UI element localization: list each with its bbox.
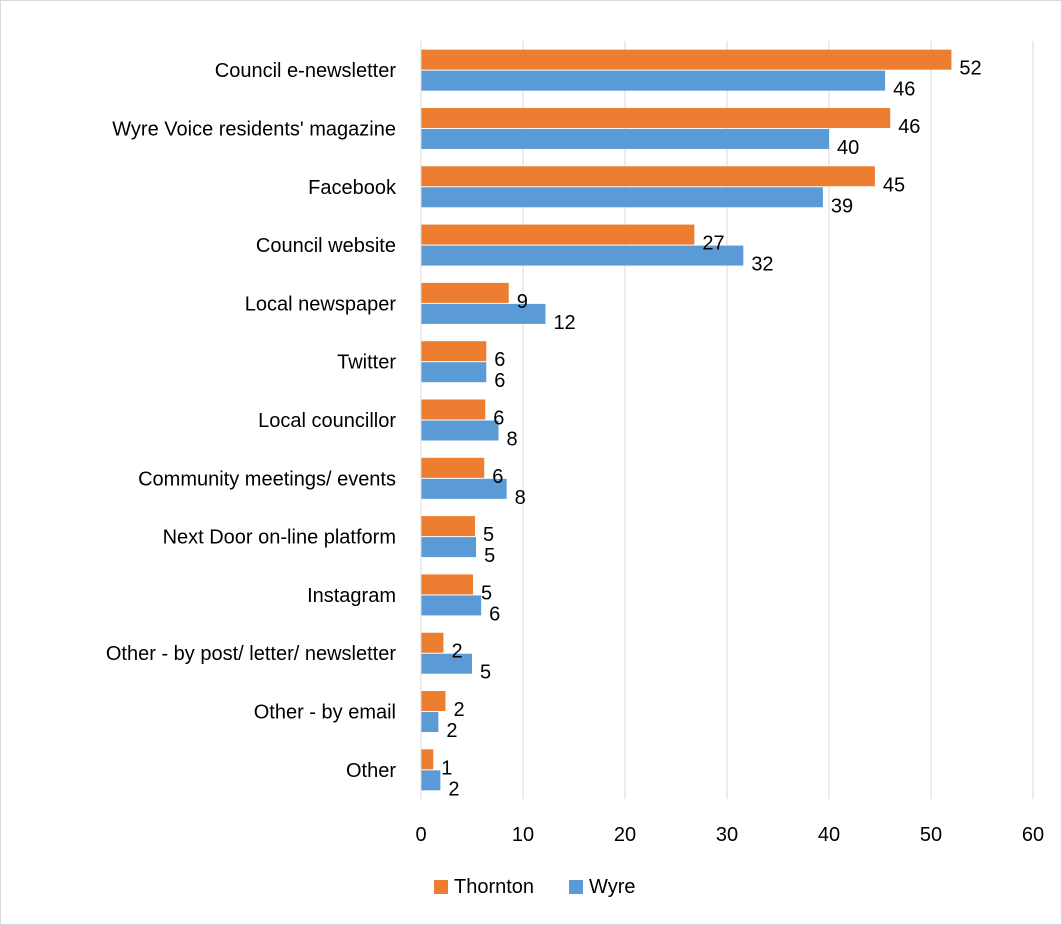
- data-label: 2: [453, 699, 464, 721]
- bar-thornton: [421, 632, 444, 653]
- bar-wyre: [421, 537, 477, 558]
- category-label: Local newspaper: [245, 293, 397, 315]
- data-label: 2: [451, 641, 462, 663]
- data-label: 5: [483, 524, 494, 546]
- data-label: 45: [883, 174, 905, 196]
- data-label: 32: [751, 254, 773, 276]
- bar-thornton: [421, 224, 695, 245]
- category-label: Wyre Voice residents' magazine: [112, 118, 396, 140]
- bars: [421, 49, 952, 791]
- bar-wyre: [421, 478, 507, 499]
- legend: Thornton Wyre: [434, 876, 635, 898]
- data-label: 6: [492, 466, 503, 488]
- legend-swatch-wyre: [569, 880, 583, 894]
- bar-wyre: [421, 595, 482, 616]
- x-tick-label: 10: [512, 824, 534, 846]
- data-label: 8: [507, 429, 518, 451]
- bar-thornton: [421, 49, 952, 70]
- category-label: Other - by email: [254, 702, 396, 724]
- data-label: 6: [493, 408, 504, 430]
- bar-thornton: [421, 574, 474, 595]
- bar-thornton: [421, 399, 486, 420]
- x-tick-label: 30: [716, 824, 738, 846]
- bar-thornton: [421, 166, 875, 187]
- category-labels: Council e-newsletter Wyre Voice residents…: [106, 60, 397, 782]
- category-label: Next Door on-line platform: [163, 527, 396, 549]
- bar-thornton: [421, 749, 434, 770]
- data-label: 9: [517, 291, 528, 313]
- category-label: Facebook: [308, 177, 397, 199]
- data-label: 40: [837, 137, 859, 159]
- bar-wyre: [421, 187, 823, 208]
- data-label: 46: [893, 79, 915, 101]
- data-label: 5: [480, 662, 491, 684]
- category-label: Other: [346, 760, 396, 782]
- bar-thornton: [421, 516, 476, 537]
- category-label: Council e-newsletter: [215, 60, 397, 82]
- data-label: 1: [441, 757, 452, 779]
- data-label: 52: [959, 58, 981, 80]
- bar-wyre: [421, 362, 487, 383]
- gridlines: [522, 41, 1034, 799]
- x-tick-label: 20: [614, 824, 636, 846]
- data-label: 8: [515, 487, 526, 509]
- data-label: 2: [448, 778, 459, 800]
- data-label: 5: [481, 582, 492, 604]
- legend-swatch-thornton: [434, 880, 448, 894]
- bar-wyre: [421, 770, 441, 791]
- data-label: 6: [489, 603, 500, 625]
- bar-wyre: [421, 128, 829, 149]
- bar-wyre: [421, 303, 546, 324]
- category-label: Instagram: [307, 585, 396, 607]
- bar-thornton: [421, 457, 485, 478]
- data-label: 27: [702, 233, 724, 255]
- bar-wyre: [421, 653, 472, 674]
- category-label: Twitter: [337, 352, 396, 374]
- data-label: 39: [831, 195, 853, 217]
- data-label: 46: [898, 116, 920, 138]
- category-label: Community meetings/ events: [138, 468, 396, 490]
- bar-wyre: [421, 245, 744, 266]
- bar-thornton: [421, 691, 446, 712]
- data-label: 6: [494, 349, 505, 371]
- bar-thornton: [421, 107, 891, 128]
- legend-label: Thornton: [454, 876, 534, 898]
- bar-wyre: [421, 712, 439, 733]
- category-label: Council website: [256, 235, 396, 257]
- bar-wyre: [421, 70, 886, 91]
- value-axis: 0 10 20 30 40 50 60: [415, 41, 1044, 846]
- x-tick-label: 50: [920, 824, 942, 846]
- bar-thornton: [421, 282, 509, 303]
- data-label: 12: [553, 312, 575, 334]
- bar-wyre: [421, 420, 499, 441]
- x-tick-label: 40: [818, 824, 840, 846]
- data-label: 6: [494, 370, 505, 392]
- category-label: Other - by post/ letter/ newsletter: [106, 643, 396, 665]
- x-tick-label: 60: [1022, 824, 1044, 846]
- bar-thornton: [421, 341, 487, 362]
- legend-label: Wyre: [589, 876, 635, 898]
- category-label: Local councillor: [258, 410, 396, 432]
- data-label: 5: [484, 545, 495, 567]
- data-label: 2: [446, 720, 457, 742]
- x-tick-label: 0: [415, 824, 426, 846]
